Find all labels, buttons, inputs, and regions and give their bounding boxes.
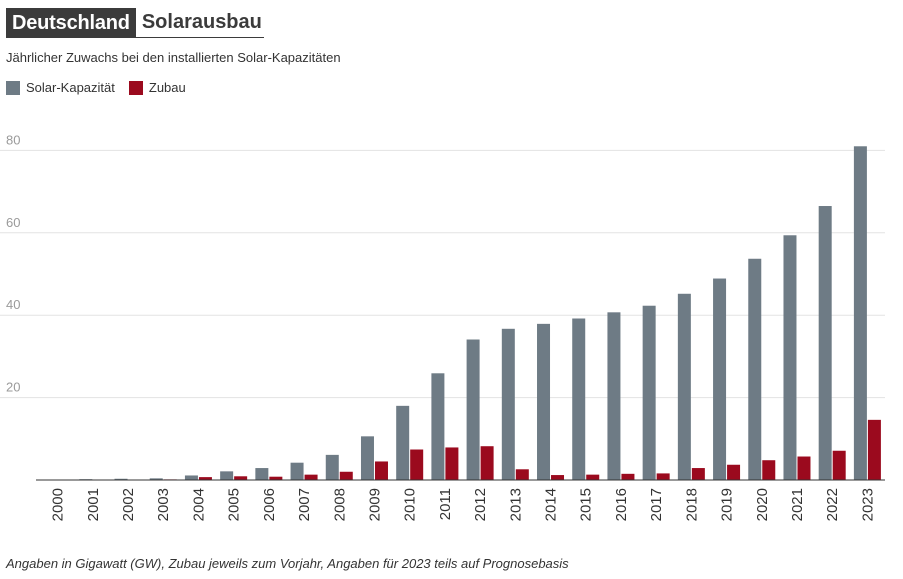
bar-capacity-2007 (290, 462, 304, 480)
legend-item-addition: Zubau (128, 80, 186, 95)
bar-addition-2017 (656, 473, 670, 480)
x-tick-label-2004: 2004 (190, 488, 207, 521)
bar-capacity-2022 (818, 206, 832, 480)
bar-addition-2023 (867, 419, 881, 480)
legend-swatch-addition (128, 80, 143, 95)
bar-capacity-2021 (783, 235, 797, 480)
bar-capacity-2018 (677, 293, 691, 480)
bar-addition-2010 (410, 449, 424, 480)
bar-addition-2007 (304, 474, 318, 480)
bar-addition-2013 (515, 469, 529, 480)
chart-kicker: Deutschland (6, 8, 136, 38)
x-tick-label-2019: 2019 (719, 488, 736, 521)
bar-capacity-2016 (607, 312, 621, 480)
bar-addition-2020 (762, 460, 776, 480)
x-tick-label-2020: 2020 (754, 488, 771, 521)
bar-addition-2015 (586, 474, 600, 480)
bar-addition-2004 (198, 477, 212, 480)
bar-capacity-2014 (537, 323, 551, 480)
bar-capacity-2006 (255, 468, 269, 480)
y-tick-label-40: 40 (6, 297, 20, 312)
bar-capacity-2013 (501, 328, 515, 480)
bar-addition-2019 (727, 464, 741, 480)
bar-addition-2018 (691, 468, 705, 480)
x-tick-label-2010: 2010 (402, 488, 419, 521)
bar-addition-2009 (374, 461, 388, 480)
x-tick-label-2017: 2017 (648, 488, 665, 521)
legend-swatch-capacity (6, 80, 20, 95)
bar-addition-2016 (621, 473, 635, 480)
bar-capacity-2017 (642, 305, 656, 480)
bar-addition-2022 (832, 450, 846, 480)
x-tick-label-2013: 2013 (507, 488, 524, 521)
bar-addition-2005 (234, 476, 248, 480)
x-tick-label-2007: 2007 (296, 488, 313, 521)
x-tick-label-2002: 2002 (120, 488, 137, 521)
bar-capacity-2004 (184, 475, 198, 480)
x-tick-label-2022: 2022 (824, 488, 841, 521)
y-tick-label-20: 20 (6, 380, 20, 395)
x-tick-label-2000: 2000 (50, 488, 67, 521)
x-tick-label-2005: 2005 (226, 488, 243, 521)
x-tick-label-2023: 2023 (859, 488, 876, 521)
bar-capacity-2015 (572, 318, 586, 480)
bar-addition-2021 (797, 456, 811, 480)
x-tick-label-2014: 2014 (543, 488, 560, 521)
bar-capacity-2005 (220, 471, 234, 480)
chart-footnote: Angaben in Gigawatt (GW), Zubau jeweils … (6, 556, 569, 571)
y-tick-label-60: 60 (6, 215, 20, 230)
bar-capacity-2003 (149, 478, 163, 480)
bar-capacity-2019 (713, 278, 727, 480)
bar-capacity-2002 (114, 478, 128, 480)
x-tick-label-2012: 2012 (472, 488, 489, 521)
chart-title: Solarausbau (135, 8, 264, 38)
x-tick-label-2018: 2018 (683, 488, 700, 521)
bar-addition-2012 (480, 446, 494, 480)
legend-label-addition: Zubau (148, 80, 186, 95)
bar-capacity-2008 (325, 454, 339, 480)
bar-capacity-2011 (431, 373, 445, 480)
legend-item-capacity: Solar-Kapazität (6, 80, 115, 95)
bar-capacity-2020 (748, 258, 762, 480)
bar-addition-2014 (551, 475, 565, 480)
bar-capacity-2010 (396, 405, 410, 480)
bar-capacity-2023 (853, 146, 867, 480)
chart-subtitle: Jährlicher Zuwachs bei den installierten… (6, 50, 341, 65)
y-tick-label-80: 80 (6, 132, 20, 147)
bar-addition-2011 (445, 447, 459, 480)
x-tick-label-2011: 2011 (437, 488, 454, 520)
x-tick-label-2015: 2015 (578, 488, 595, 521)
bar-addition-2008 (339, 471, 353, 480)
x-tick-label-2009: 2009 (366, 488, 383, 521)
bar-capacity-2012 (466, 339, 480, 480)
legend-label-capacity: Solar-Kapazität (26, 80, 115, 95)
x-tick-label-2021: 2021 (789, 488, 806, 521)
x-tick-label-2001: 2001 (85, 488, 102, 521)
x-tick-label-2016: 2016 (613, 488, 630, 521)
bar-addition-2006 (269, 476, 283, 480)
chart-legend: Solar-Kapazität Zubau (6, 80, 200, 95)
x-tick-label-2006: 2006 (261, 488, 278, 521)
bar-capacity-2009 (360, 436, 374, 480)
chart-header: Deutschland Solarausbau (6, 8, 264, 38)
x-tick-label-2003: 2003 (155, 488, 172, 521)
x-tick-label-2008: 2008 (331, 488, 348, 521)
